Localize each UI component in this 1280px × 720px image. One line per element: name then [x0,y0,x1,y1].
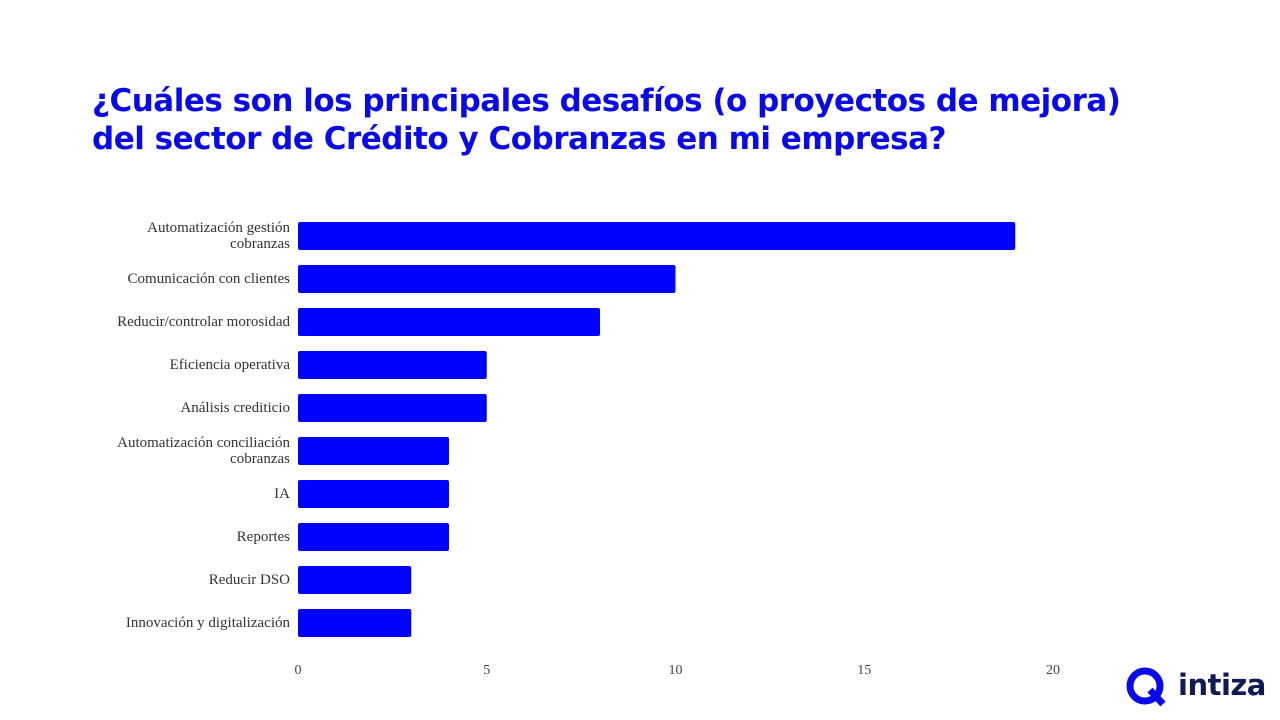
bar [298,480,449,508]
y-tick-label: Reducir/controlar morosidad [117,314,290,330]
logo-icon [1126,667,1166,707]
x-tick-label: 0 [295,663,302,678]
y-tick-label: IA [274,486,290,502]
bar [298,351,487,379]
bar [298,609,412,637]
x-tick-label: 15 [857,663,871,678]
bar [298,265,676,293]
bar [298,566,412,594]
y-tick-label: Comunicación con clientes [127,271,290,287]
y-tick-label: Reducir DSO [208,572,290,588]
x-tick-label: 20 [1046,663,1060,678]
logo-text: intiza [1178,668,1266,702]
bar [298,523,449,551]
bar [298,394,487,422]
logo-tail [1147,687,1166,707]
bar [298,308,600,336]
y-tick-label: Innovación y digitalización [125,615,290,631]
y-tick-label: Automatización conciliación cobranzas [117,435,290,467]
y-tick-label: Automatización gestión cobranzas [147,220,290,252]
x-tick-label: 5 [483,663,490,678]
bar [298,222,1016,250]
logo-ring [1126,667,1164,705]
bar [298,437,449,465]
y-tick-label: Reportes [236,529,290,545]
x-tick-label: 10 [669,663,683,678]
y-tick-label: Eficiencia operativa [169,357,290,373]
y-tick-label: Análisis crediticio [180,400,290,416]
chart-title: ¿Cuáles son los principales desafíos (o … [92,83,1121,157]
